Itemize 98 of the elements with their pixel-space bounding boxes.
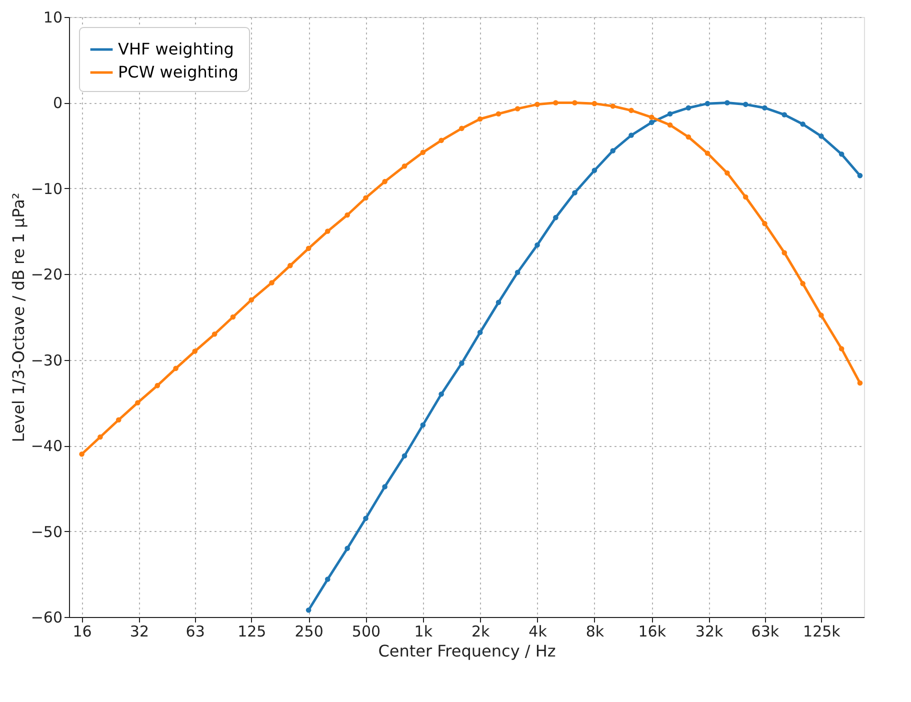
x-tick-label: 63 [186, 622, 205, 640]
point [742, 194, 748, 200]
point [363, 516, 368, 522]
x-tick-label: 250 [294, 622, 324, 640]
x-tick-label: 63k [751, 622, 780, 640]
point [496, 300, 502, 306]
point [420, 150, 426, 156]
point [269, 280, 274, 286]
point [857, 380, 863, 386]
x-tick-label: 16 [72, 622, 92, 640]
point [420, 422, 426, 428]
point [135, 400, 140, 406]
point [800, 122, 806, 127]
point [324, 228, 330, 234]
point [212, 332, 218, 337]
x-tick-label: 32k [695, 622, 724, 640]
point [534, 102, 540, 108]
point [762, 220, 768, 226]
x-tick-label: 32 [130, 622, 150, 640]
y-axis-title: Level 1/3-Octave / dB re 1 µPa² [8, 192, 28, 442]
point [459, 126, 464, 132]
x-tick-label: 4k [528, 622, 548, 640]
point [818, 134, 824, 139]
point [610, 104, 616, 109]
point [686, 105, 692, 110]
point [686, 134, 692, 140]
point [628, 108, 634, 114]
point [98, 434, 103, 440]
point [762, 105, 768, 110]
point [648, 114, 654, 120]
legend-label: PCW weighting [118, 62, 238, 82]
point [514, 270, 520, 276]
point [782, 250, 788, 256]
y-tick-label: −50 [30, 522, 62, 541]
point [306, 608, 312, 613]
point [704, 100, 710, 106]
point [724, 100, 730, 106]
point [572, 100, 578, 106]
point [628, 132, 634, 138]
point [344, 212, 350, 218]
point [818, 312, 824, 318]
point [553, 100, 558, 106]
point [648, 120, 654, 126]
x-tick-label: 125 [238, 622, 266, 640]
y-tick-label: −20 [30, 266, 62, 284]
point [610, 148, 616, 154]
point [192, 348, 198, 354]
point [438, 138, 444, 144]
x-tick-label: 8k [586, 622, 604, 640]
point [800, 280, 806, 286]
x-tick-label: 500 [352, 622, 381, 640]
point [704, 150, 710, 156]
y-tick-label: −30 [30, 351, 62, 370]
point [667, 111, 673, 116]
point [344, 546, 350, 552]
point [742, 102, 748, 108]
y-tick-label: −10 [30, 180, 62, 198]
point [324, 576, 330, 582]
point [667, 122, 673, 128]
y-tick-label: −40 [30, 437, 62, 456]
point [306, 246, 312, 252]
point [553, 214, 558, 220]
point [496, 111, 502, 116]
point [363, 195, 368, 200]
point [514, 106, 520, 112]
point [230, 314, 236, 320]
point [857, 172, 863, 178]
point [534, 242, 540, 248]
point [477, 116, 483, 122]
point [116, 417, 122, 422]
point [838, 152, 844, 157]
x-axis-title: Center Frequency / Hz [378, 642, 556, 660]
point [288, 262, 293, 268]
point [402, 453, 408, 458]
legend-label: VHF weighting [118, 40, 234, 58]
point [592, 168, 598, 174]
point [838, 346, 844, 352]
point [459, 360, 464, 366]
point [724, 170, 730, 176]
point [382, 484, 388, 490]
y-tick-label: 10 [43, 8, 62, 26]
point [477, 330, 483, 336]
x-tick-label: 2k [471, 622, 490, 640]
point [248, 297, 254, 302]
point [79, 452, 84, 457]
point [782, 112, 788, 118]
point [402, 164, 408, 169]
y-tick-label: 0 [52, 94, 62, 112]
x-tick-label: 16k [638, 622, 666, 640]
point [438, 392, 444, 397]
x-tick-label: 1k [414, 622, 433, 640]
point [592, 100, 598, 106]
x-tick-label: 125k [803, 622, 841, 640]
point [572, 190, 578, 196]
point [382, 178, 388, 184]
point [154, 382, 160, 388]
y-tick-label: −60 [30, 608, 62, 626]
point [173, 366, 178, 372]
